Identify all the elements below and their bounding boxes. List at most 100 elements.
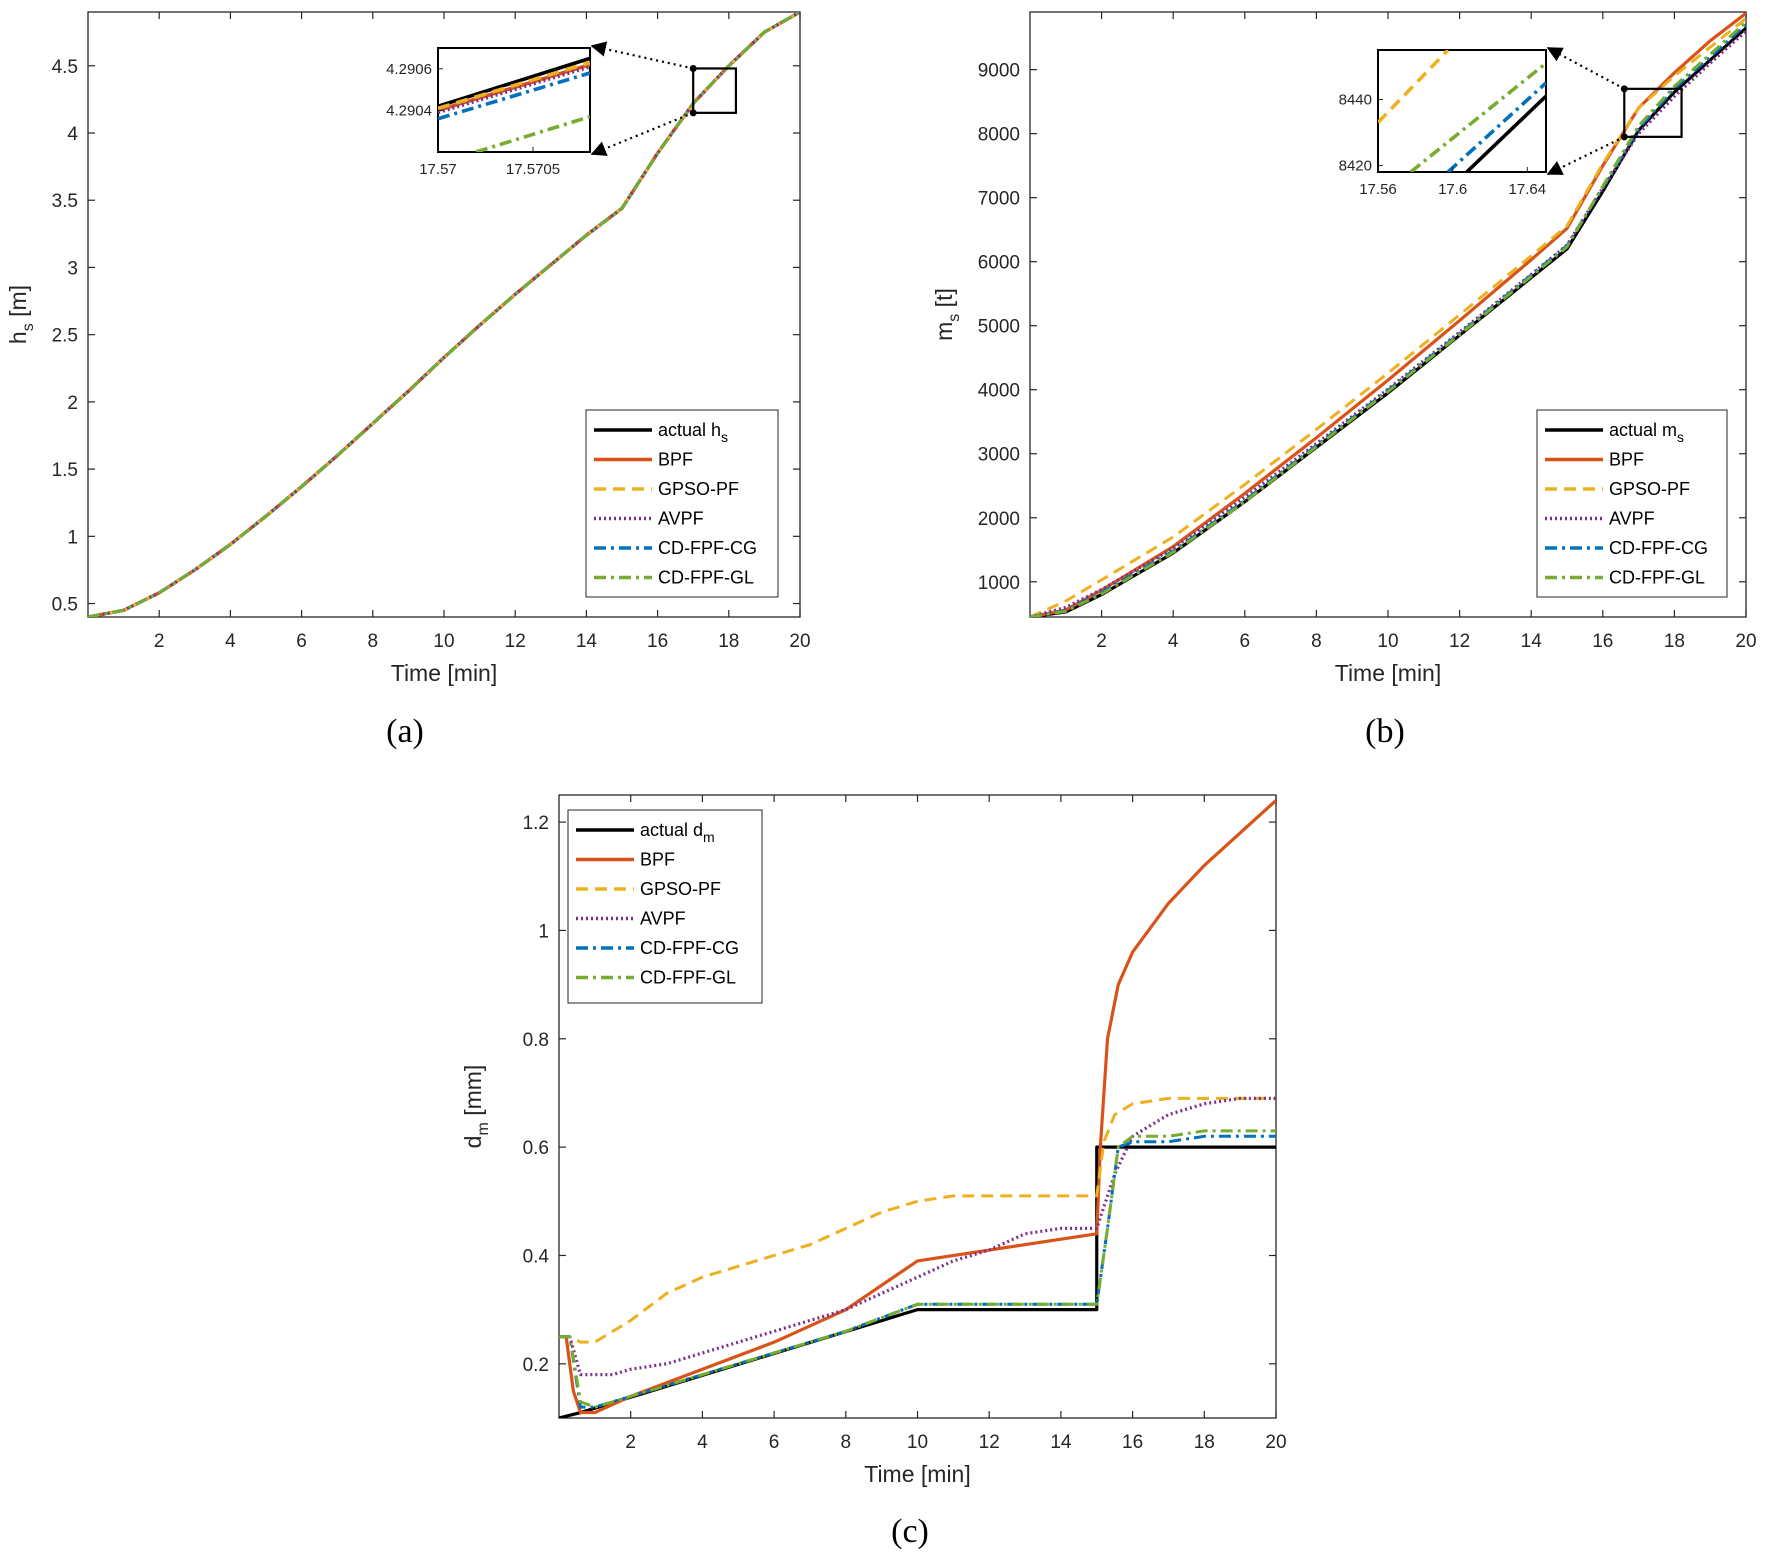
- legend-label: CD-FPF-GL: [1609, 568, 1705, 588]
- legend-label: CD-FPF-CG: [1609, 538, 1708, 558]
- y-tick-label: 3.5: [52, 191, 78, 212]
- legend-label: CD-FPF-CG: [658, 538, 757, 558]
- zoom-arrow: [1546, 135, 1625, 175]
- inset-series-group: [438, 56, 590, 152]
- y-tick-label: 4: [67, 124, 78, 145]
- x-axis-label: Time [min]: [391, 660, 498, 686]
- series-line-cd-fpf-gl: [1030, 21, 1746, 617]
- x-tick-label: 18: [718, 631, 739, 652]
- series-group: [559, 799, 1276, 1418]
- inset-series-line-gpso-pf: [1378, 50, 1450, 124]
- y-axis-label: hs [m]: [5, 285, 37, 344]
- x-tick-label: 14: [1521, 631, 1543, 652]
- x-tick-label: 12: [979, 1432, 1000, 1453]
- x-tick-label: 20: [1735, 631, 1756, 652]
- x-tick-label: 10: [907, 1432, 928, 1453]
- panel-b: 2 4 6 8 10 12 14 16 18 20 1000 2000 3000 4000 5000 6000…: [931, 11, 1757, 686]
- legend-label-main: actual d: [640, 820, 703, 840]
- inset-y-tick-label: 4.2906: [386, 61, 432, 78]
- series-group: [88, 12, 800, 617]
- y-tick-label: 2.5: [52, 326, 78, 347]
- zoom-region-box: [1623, 87, 1683, 138]
- x-tick-label: 6: [1240, 631, 1251, 652]
- y-tick-label: 1: [67, 527, 78, 548]
- y-tick-label: 1.5: [52, 460, 78, 481]
- legend-box: [585, 409, 779, 598]
- legend-label-main: GPSO-PF: [640, 879, 721, 899]
- y-tick-label: 8000: [978, 125, 1020, 146]
- x-tick-label: 4: [1168, 631, 1179, 652]
- legend-label: CD-FPF-GL: [640, 968, 736, 988]
- legend-label-main: CD-FPF-GL: [640, 968, 736, 988]
- series-line-actual: [559, 1145, 1276, 1418]
- x-tick-label: 12: [505, 631, 526, 652]
- x-tick-label: 16: [1592, 631, 1613, 652]
- series-line-gpso-pf: [559, 1096, 1276, 1344]
- y-axis-label-unit: [m]: [5, 285, 31, 323]
- inset-x-tick-label: 17.56: [1359, 181, 1397, 198]
- y-tick-label: 1000: [978, 573, 1020, 594]
- legend-label-main: CD-FPF-CG: [658, 538, 757, 558]
- x-tick-label: 10: [433, 631, 454, 652]
- x-tick-label: 18: [1664, 631, 1685, 652]
- x-tick-label: 12: [1449, 631, 1470, 652]
- x-tick-label: 8: [1311, 631, 1322, 652]
- legend: actual dm BPF GPSO-PF AVPF CD-FPF-CG CD-FPF-G…: [567, 809, 763, 1004]
- y-tick-label: 0.5: [52, 595, 78, 616]
- inset-series-line-actual: [438, 56, 590, 108]
- y-tick-label: 5000: [978, 317, 1020, 338]
- x-tick-label: 2: [625, 1432, 636, 1453]
- x-tick-label: 8: [368, 631, 379, 652]
- y-tick-label: 0.6: [523, 1138, 549, 1159]
- x-tick-label: 4: [225, 631, 236, 652]
- x-axis-label: Time [min]: [864, 1461, 971, 1487]
- inset-series-line-cd-fpf-cg: [438, 71, 590, 121]
- x-tick-label: 14: [1050, 1432, 1072, 1453]
- x-axis-label: Time [min]: [1335, 660, 1442, 686]
- x-tick-label: 16: [647, 631, 668, 652]
- y-axis-label-main: m: [931, 322, 957, 341]
- y-axis-label-sub: s: [946, 314, 963, 322]
- caption-b: (b): [1365, 713, 1405, 750]
- y-tick-label: 4.5: [52, 57, 78, 78]
- x-tick-label: 14: [576, 631, 598, 652]
- legend-label: BPF: [1609, 450, 1644, 470]
- series-line-cd-fpf-gl: [559, 1129, 1276, 1409]
- legend-label: CD-FPF-GL: [658, 568, 754, 588]
- legend-label-main: BPF: [658, 450, 693, 470]
- legend-label: actual ms: [1609, 420, 1684, 445]
- y-axis-label-main: d: [460, 1136, 486, 1149]
- legend-label-main: BPF: [640, 850, 675, 870]
- x-tick-label: 4: [697, 1432, 708, 1453]
- inset-series-line-cd-fpf-cg: [1446, 81, 1546, 172]
- x-tick-label: 6: [296, 631, 307, 652]
- y-tick-label: 1.2: [523, 813, 549, 834]
- inset-series-line-actual: [1465, 94, 1546, 172]
- legend-label: GPSO-PF: [640, 879, 721, 899]
- inset-y-tick-label: 8440: [1339, 91, 1372, 108]
- y-tick-label: 0.4: [523, 1246, 550, 1267]
- inset-series-line-bpf: [438, 62, 590, 113]
- y-axis-label-sub: s: [20, 323, 37, 331]
- inset-x-tick-label: 17.5705: [506, 161, 560, 178]
- y-tick-label: 2: [67, 393, 78, 414]
- y-tick-label: 9000: [978, 61, 1020, 82]
- legend-label: AVPF: [640, 909, 686, 929]
- y-axis-label: dm [mm]: [460, 1065, 492, 1149]
- inset-plot: 17.57 17.5705 4.2904 4.2906: [386, 47, 591, 178]
- legend-label-sub: s: [1677, 429, 1684, 445]
- inset-x-tick-label: 17.6: [1438, 181, 1467, 198]
- panel-c: 2 4 6 8 10 12 14 16 18 20 0.2 0.4 0.6 0.8 1 1.2 Time [mi…: [460, 794, 1287, 1487]
- legend-label-main: actual m: [1609, 420, 1677, 440]
- legend-label: BPF: [640, 850, 675, 870]
- x-tick-label: 20: [1265, 1432, 1286, 1453]
- zoom-region-box: [692, 67, 738, 114]
- inset-plot: 17.56 17.6 17.64 8420 8440: [1339, 49, 1547, 198]
- legend-label-main: CD-FPF-CG: [640, 938, 739, 958]
- legend-label-main: CD-FPF-GL: [658, 568, 754, 588]
- legend-label-main: AVPF: [658, 509, 704, 529]
- x-tick-label: 10: [1377, 631, 1398, 652]
- y-tick-label: 0.8: [523, 1030, 549, 1051]
- x-tick-label: 2: [154, 631, 165, 652]
